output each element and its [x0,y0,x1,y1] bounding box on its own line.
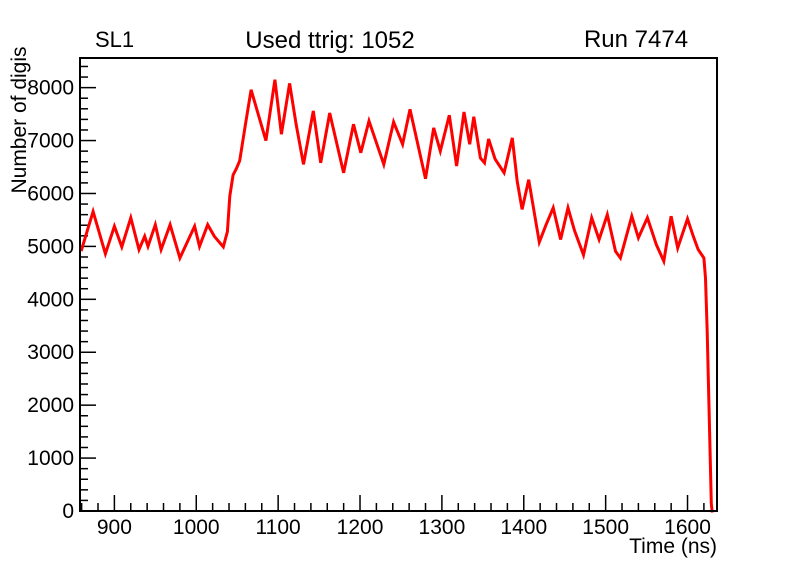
x-axis-tick-label: 900 [97,516,132,539]
x-axis-title: Time (ns) [629,535,717,558]
data-series [79,79,714,513]
y-axis-tick-label: 1000 [27,447,74,470]
y-axis-tick-label: 7000 [27,130,74,153]
y-axis-tick-label: 8000 [27,77,74,100]
axis-tick-labels: 900 1000 1100 1200 1300 1400 1500 1600 0 1000 2000… [27,77,711,539]
pad-title-right: Run 7474 [584,26,688,53]
axis-ticks [80,65,705,512]
y-axis-tick-label: 3000 [27,341,74,364]
x-axis-tick-label: 1300 [419,516,466,539]
y-axis-tick-label: 2000 [27,394,74,417]
chart-title: Used ttrig: 1052 [245,27,414,54]
x-axis-tick-label: 1400 [500,516,547,539]
x-axis-tick-label: 1000 [173,516,220,539]
plot-frame [79,57,718,512]
x-axis-tick-label: 1100 [256,516,301,539]
data-series-line [79,79,714,513]
pad-title-left: SL1 [95,27,134,52]
x-axis-tick-label: 1600 [664,516,711,539]
y-axis-title: Number of digis [8,46,31,193]
x-axis-tick-label: 1500 [582,516,629,539]
y-axis-tick-label: 4000 [27,288,74,311]
y-axis-tick-label: 6000 [27,182,74,205]
x-axis-tick-label: 1200 [337,516,384,539]
y-axis-tick-label: 5000 [27,235,74,258]
y-axis-tick-label: 0 [62,500,74,523]
